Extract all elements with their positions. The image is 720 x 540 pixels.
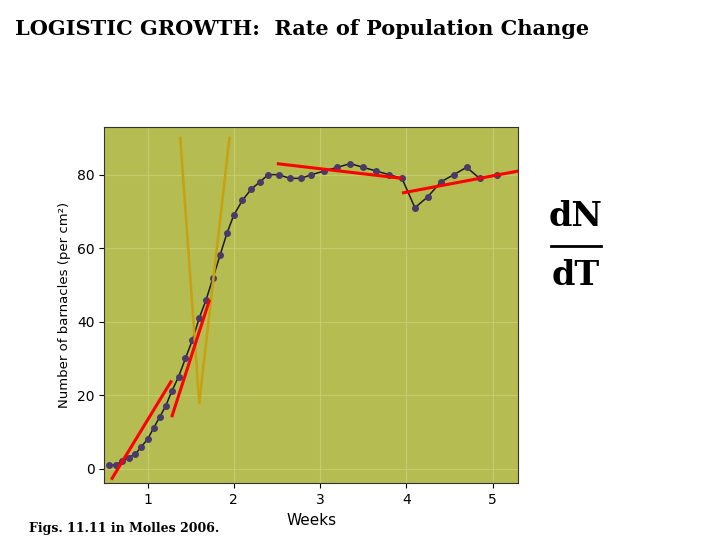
Point bbox=[254, 178, 266, 186]
Point bbox=[344, 159, 356, 168]
Point bbox=[215, 251, 226, 260]
Point bbox=[166, 387, 177, 396]
Y-axis label: Number of barnacles (per cm²): Number of barnacles (per cm²) bbox=[58, 202, 71, 408]
Point bbox=[173, 373, 184, 381]
Point bbox=[116, 457, 127, 465]
Point bbox=[263, 170, 274, 179]
Point bbox=[331, 163, 343, 172]
Point bbox=[383, 170, 395, 179]
Point bbox=[136, 442, 148, 451]
Point bbox=[491, 170, 503, 179]
Point bbox=[148, 424, 159, 433]
X-axis label: Weeks: Weeks bbox=[287, 512, 336, 528]
Point bbox=[370, 167, 382, 176]
Point bbox=[186, 336, 198, 345]
Point bbox=[422, 192, 433, 201]
Point bbox=[194, 314, 205, 322]
Point bbox=[142, 435, 153, 443]
Point bbox=[357, 163, 369, 172]
Point bbox=[305, 170, 317, 179]
Point bbox=[237, 196, 248, 205]
Point bbox=[246, 185, 257, 194]
Point bbox=[318, 167, 330, 176]
Point bbox=[130, 450, 141, 458]
Point bbox=[207, 273, 219, 282]
Text: dT: dT bbox=[552, 259, 600, 292]
Point bbox=[180, 354, 192, 363]
Point bbox=[200, 295, 212, 304]
Text: LOGISTIC GROWTH:  Rate of Population Change: LOGISTIC GROWTH: Rate of Population Chan… bbox=[15, 19, 590, 39]
Point bbox=[396, 174, 408, 183]
Point bbox=[435, 178, 446, 186]
Point bbox=[409, 204, 420, 212]
Point bbox=[221, 229, 233, 238]
Point bbox=[110, 461, 122, 469]
Point bbox=[160, 402, 171, 410]
Point bbox=[273, 170, 284, 179]
Point bbox=[123, 453, 135, 462]
Point bbox=[295, 174, 307, 183]
Text: dN: dN bbox=[549, 199, 603, 233]
Point bbox=[103, 461, 114, 469]
Point bbox=[228, 211, 240, 219]
Text: Figs. 11.11 in Molles 2006.: Figs. 11.11 in Molles 2006. bbox=[29, 522, 219, 535]
Point bbox=[448, 170, 459, 179]
Point bbox=[474, 174, 485, 183]
Point bbox=[284, 174, 296, 183]
Point bbox=[154, 413, 166, 422]
Point bbox=[461, 163, 472, 172]
